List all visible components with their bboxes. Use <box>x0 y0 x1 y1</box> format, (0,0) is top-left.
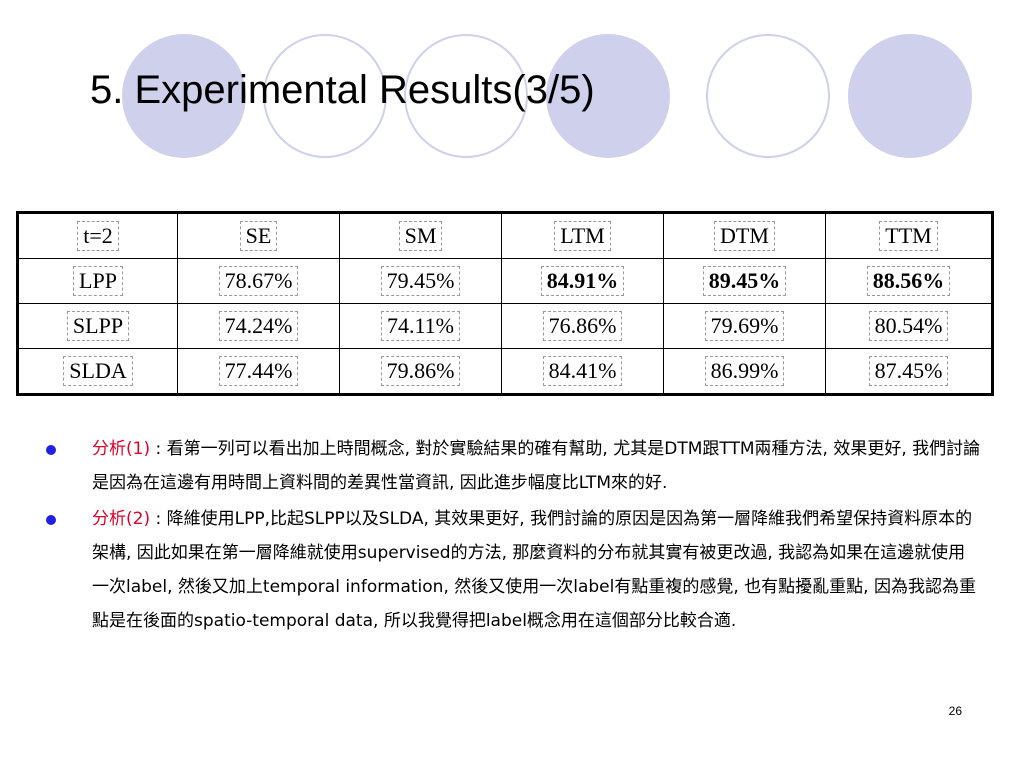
decor-circle-5 <box>706 34 830 158</box>
table-row: SLDA 77.44% 79.86% 84.41% 86.99% 87.45% <box>17 347 993 396</box>
table-cell: 74.24% <box>177 302 340 349</box>
row-header-cell: SLPP <box>17 302 178 349</box>
page-number: 26 <box>948 704 962 718</box>
cell-value: 79.86% <box>380 355 461 386</box>
cell-value: 89.45% <box>702 266 787 297</box>
row-label: SLDA <box>63 355 133 386</box>
cell-value: 74.11% <box>380 310 460 341</box>
table-header-cell: SM <box>339 211 502 260</box>
cell-value: 76.86% <box>542 310 623 341</box>
cell-value: 78.67% <box>218 266 299 297</box>
table-cell: 88.56% <box>825 258 993 304</box>
bullet-dot-icon <box>46 515 56 525</box>
analysis-label: 分析(2) <box>92 509 151 529</box>
cell-value: 80.54% <box>868 310 949 341</box>
results-table: t=2 SE SM LTM DTM TTM LPP 78.67% 79.45% … <box>16 211 994 396</box>
table-cell: 84.91% <box>501 258 664 304</box>
cell-value: 88.56% <box>866 266 951 297</box>
cell-value: 77.44% <box>218 355 299 386</box>
header-label: SM <box>398 221 443 252</box>
table-cell: 76.86% <box>501 302 664 349</box>
cell-value: 87.45% <box>868 355 949 386</box>
table-cell: 74.11% <box>339 302 502 349</box>
header-label: TTM <box>879 221 938 252</box>
analysis-list: 分析(1) : 看第一列可以看出加上時間概念, 對於實驗結果的確有幫助, 尤其是… <box>46 432 981 640</box>
table-header-cell: SE <box>177 211 340 260</box>
table-cell: 89.45% <box>663 258 826 304</box>
analysis-item: 分析(1) : 看第一列可以看出加上時間概念, 對於實驗結果的確有幫助, 尤其是… <box>46 432 981 500</box>
slide-title: 5. Experimental Results(3/5) <box>90 68 595 112</box>
analysis-text: : 看第一列可以看出加上時間概念, 對於實驗結果的確有幫助, 尤其是DTM跟TT… <box>92 439 981 493</box>
table-cell: 79.69% <box>663 302 826 349</box>
table-cell: 80.54% <box>825 302 993 349</box>
table-cell: 87.45% <box>825 347 993 396</box>
row-label: LPP <box>73 266 123 297</box>
header-label: LTM <box>554 221 611 252</box>
table-header-cell: DTM <box>663 211 826 260</box>
header-label: DTM <box>714 221 775 252</box>
table-header-cell: LTM <box>501 211 664 260</box>
row-header-cell: LPP <box>17 258 178 304</box>
decor-circle-4 <box>546 34 670 158</box>
table-cell: 79.45% <box>339 258 502 304</box>
row-label: SLPP <box>66 310 130 341</box>
analysis-label: 分析(1) <box>92 439 151 459</box>
header-label: SE <box>239 221 278 252</box>
cell-value: 84.91% <box>540 266 625 297</box>
decor-circle-3 <box>404 34 528 158</box>
cell-value: 86.99% <box>704 355 785 386</box>
table-header-cell: TTM <box>825 211 993 260</box>
analysis-text: : 降維使用LPP,比起SLPP以及SLDA, 其效果更好, 我們討論的原因是因… <box>92 509 976 631</box>
header-label: t=2 <box>77 221 119 252</box>
table-header-row: t=2 SE SM LTM DTM TTM <box>17 211 993 260</box>
bullet-dot-icon <box>46 445 56 455</box>
table-row: SLPP 74.24% 74.11% 76.86% 79.69% 80.54% <box>17 302 993 349</box>
decor-circle-6 <box>848 34 972 158</box>
table-row: LPP 78.67% 79.45% 84.91% 89.45% 88.56% <box>17 258 993 304</box>
analysis-item: 分析(2) : 降維使用LPP,比起SLPP以及SLDA, 其效果更好, 我們討… <box>46 502 981 638</box>
decor-circle-1 <box>122 34 246 158</box>
table-cell: 77.44% <box>177 347 340 396</box>
cell-value: 79.45% <box>380 266 461 297</box>
cell-value: 79.69% <box>704 310 785 341</box>
table-cell: 84.41% <box>501 347 664 396</box>
decor-circle-2 <box>263 34 387 158</box>
table-cell: 78.67% <box>177 258 340 304</box>
table-cell: 79.86% <box>339 347 502 396</box>
cell-value: 84.41% <box>542 355 623 386</box>
table-header-cell: t=2 <box>17 211 178 260</box>
table-cell: 86.99% <box>663 347 826 396</box>
cell-value: 74.24% <box>218 310 299 341</box>
row-header-cell: SLDA <box>17 347 178 396</box>
